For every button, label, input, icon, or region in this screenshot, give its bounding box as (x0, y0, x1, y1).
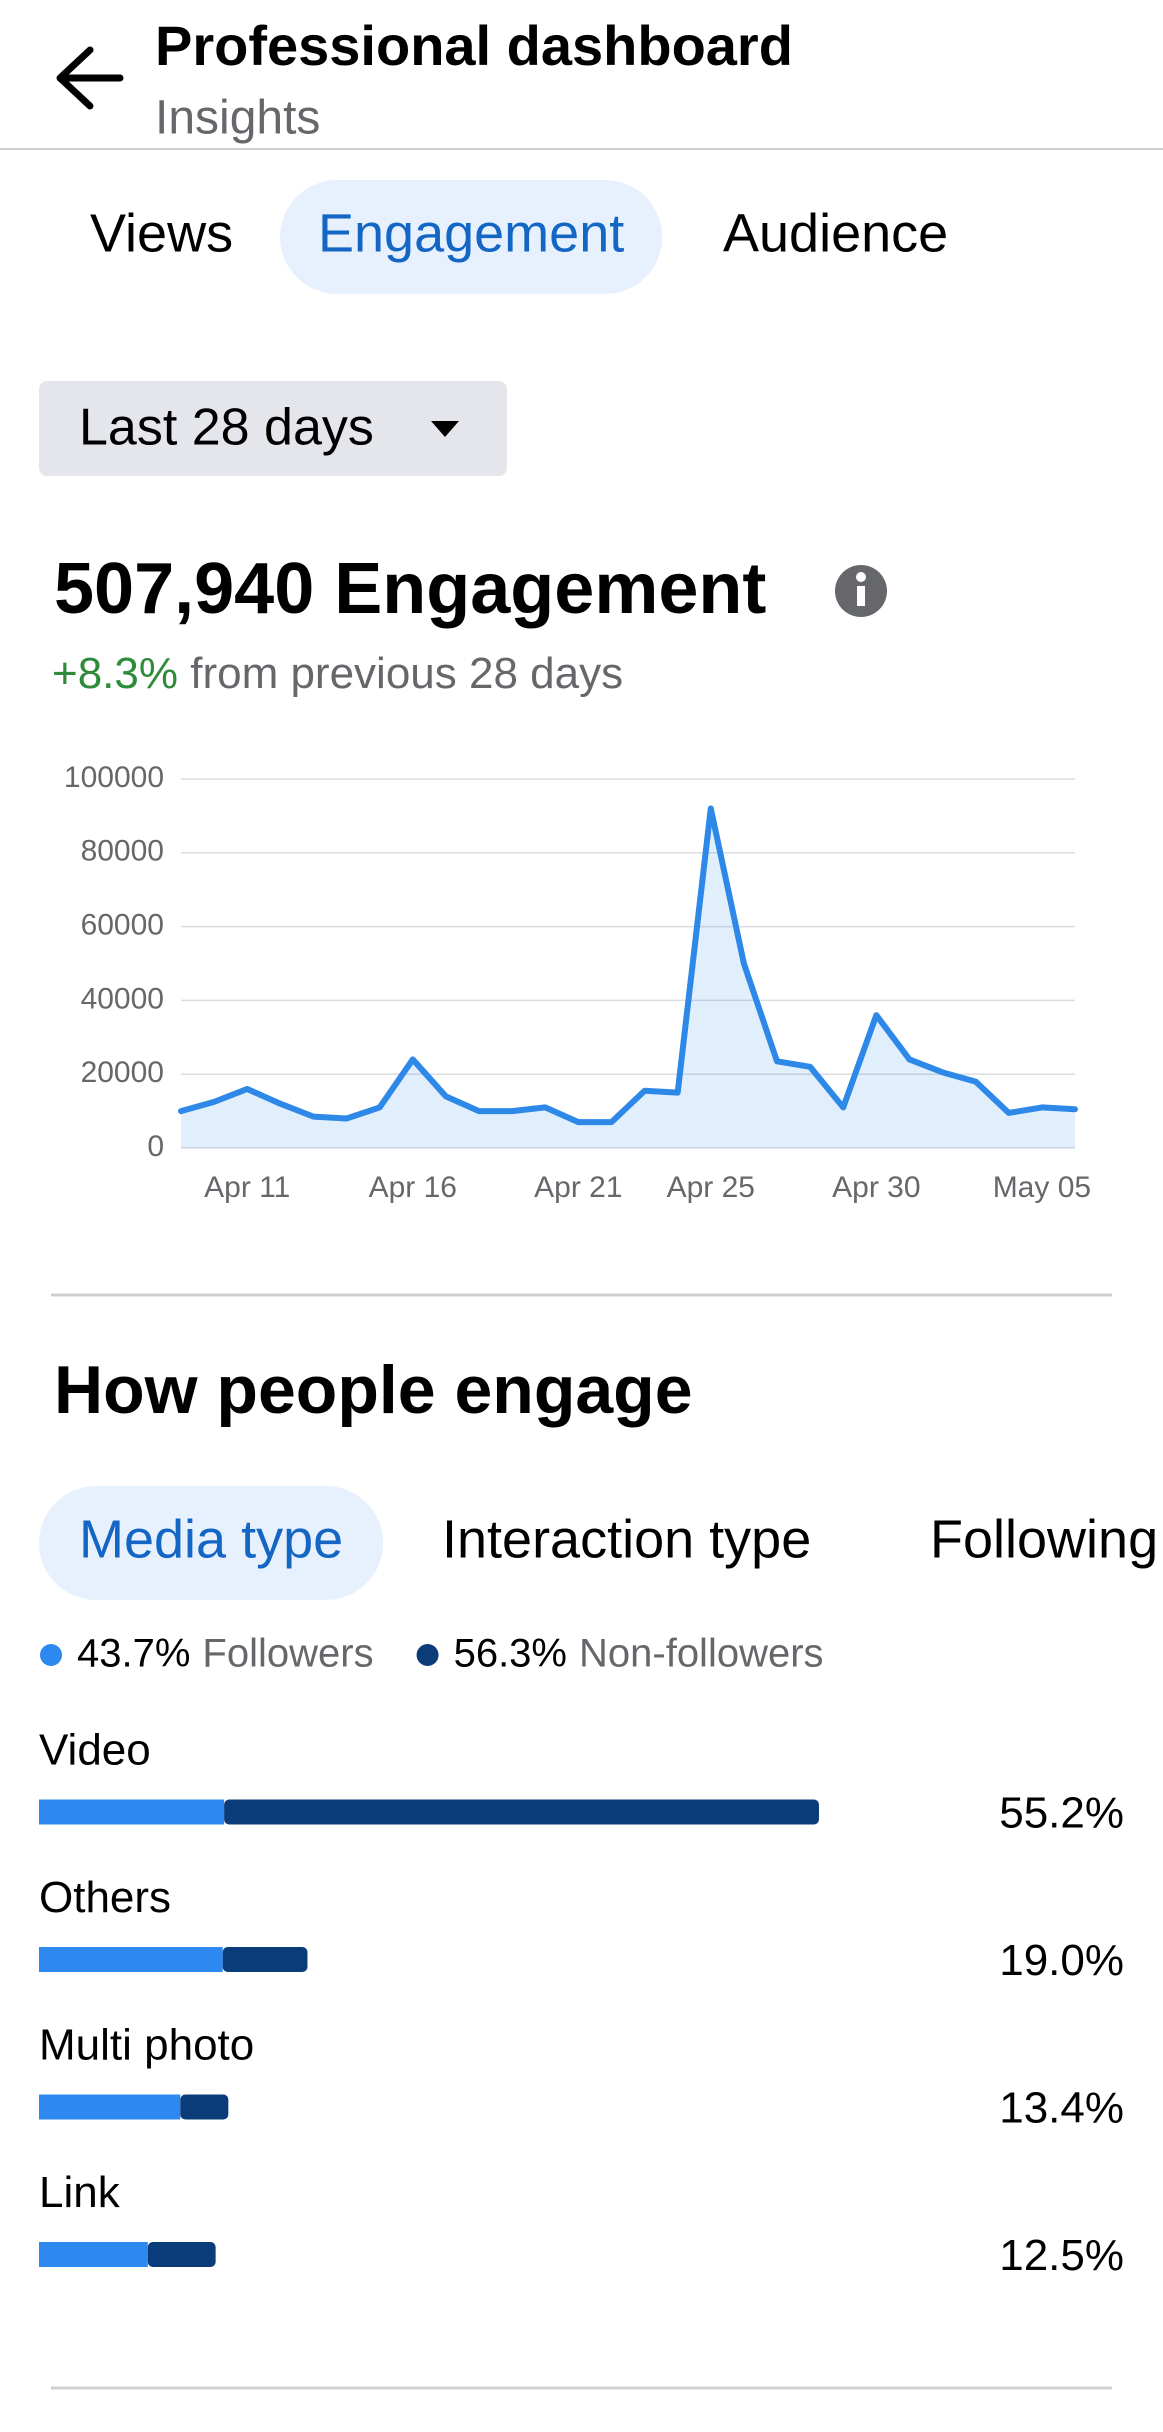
area-fill (181, 808, 1075, 1148)
back-button[interactable] (56, 46, 124, 110)
tab-label[interactable]: Following (930, 1509, 1158, 1569)
x-tick-label: Apr 25 (667, 1171, 755, 1204)
legend-dot (416, 1644, 439, 1666)
tab-bar: Views Engagement Audience (90, 180, 948, 294)
legend-share: 43.7% (77, 1632, 190, 1676)
dropdown-caret[interactable] (431, 421, 459, 437)
page-subtitle: Insights (155, 92, 320, 145)
y-tick-label: 60000 (81, 909, 164, 942)
tab-label[interactable]: Interaction type (442, 1509, 811, 1569)
bar-value: 19.0% (999, 1936, 1124, 1985)
summary-change: +8.3% from previous 28 days (52, 649, 623, 698)
bar-value: 13.4% (999, 2084, 1124, 2133)
bar-segment (224, 1799, 819, 1825)
summary-title: 507,940 Engagement (54, 549, 766, 629)
bar-value: 12.5% (999, 2231, 1124, 2280)
filter-label[interactable]: Last 28 days (79, 399, 374, 457)
tab-label[interactable]: Views (90, 203, 233, 263)
y-tick-label: 0 (147, 1130, 164, 1163)
tab-pill[interactable] (280, 180, 663, 294)
sub-tab-bar: Media type Interaction type Following (39, 1486, 1158, 1600)
bar-label: Others (39, 1873, 171, 1922)
y-tick-label: 20000 (81, 1056, 164, 1089)
bar-segment (39, 2094, 181, 2120)
bar-segment (222, 1947, 308, 1972)
bar-label: Link (39, 2168, 121, 2217)
line (178, 805, 1078, 1126)
x-tick-label: Apr 16 (369, 1171, 457, 1204)
bar-segment (147, 2242, 216, 2267)
y-tick-label: 80000 (81, 835, 164, 868)
x-tick-label: May 05 (993, 1171, 1091, 1204)
tab-label[interactable]: Media type (79, 1509, 343, 1569)
bar-segment (39, 2242, 148, 2267)
line-chart: 0 20000 40000 60000 80000 100000 Apr 11 Apr 16 A… (64, 761, 1091, 1204)
section-title: How people engage (54, 1352, 693, 1428)
legend-name: Followers (202, 1632, 373, 1676)
bar-segment (39, 1799, 225, 1825)
bar-label: Video (39, 1726, 151, 1775)
tab-pill[interactable] (39, 1486, 384, 1600)
filter-button[interactable] (39, 381, 507, 476)
bar-segment (39, 1947, 223, 1972)
y-tick-label: 100000 (64, 761, 164, 794)
info-icon[interactable] (835, 565, 887, 617)
change-text: from previous 28 days (190, 649, 623, 698)
breakdown-chart: 43.7% Followers 56.3% Non-followers Video 55.… (39, 1632, 1124, 2280)
bar-segment (180, 2094, 229, 2120)
tab-label[interactable]: Engagement (318, 203, 624, 263)
legend-dot (40, 1644, 62, 1666)
page-title: Professional dashboard (155, 14, 793, 77)
change-value: +8.3% (52, 649, 178, 698)
y-tick-label: 40000 (81, 982, 164, 1015)
tab-label[interactable]: Audience (723, 203, 948, 263)
info-dot[interactable] (856, 572, 866, 582)
legend-share: 56.3% (454, 1632, 567, 1676)
bar-label: Multi photo (39, 2021, 254, 2070)
bar-value: 55.2% (999, 1789, 1124, 1838)
back-arrow[interactable] (56, 46, 124, 110)
x-tick-label: Apr 11 (204, 1171, 290, 1204)
x-tick-label: Apr 21 (534, 1171, 622, 1204)
x-tick-label: Apr 30 (832, 1171, 920, 1204)
legend-name: Non-followers (579, 1632, 824, 1676)
info-glyph[interactable] (857, 586, 865, 606)
